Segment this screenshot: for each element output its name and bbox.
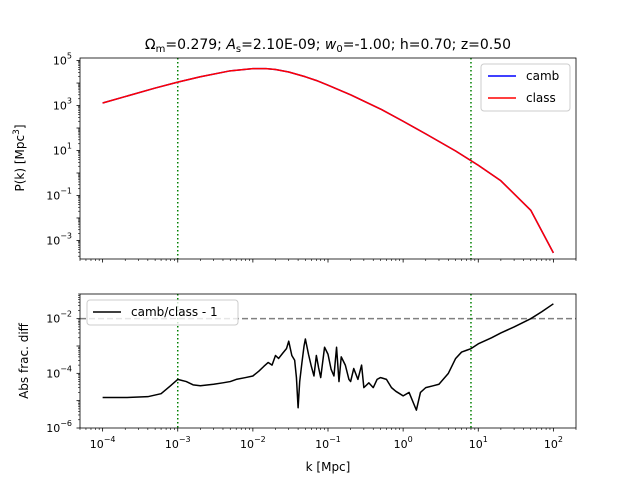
top-plot-area bbox=[102, 58, 555, 259]
top-ytick-label: 10−3 bbox=[46, 231, 72, 247]
top-ytick-label: 103 bbox=[53, 97, 72, 113]
top-legend: camb class bbox=[480, 63, 571, 112]
bottom-xtick-label: 102 bbox=[544, 435, 563, 451]
bottom-legend: camb/class - 1 bbox=[86, 299, 239, 326]
bottom-y-ticks: 10−6 10−4 10−2 bbox=[46, 293, 80, 435]
top-panel: 10−3 10−1 101 103 105 P(k) [Mpc3] camb class bbox=[12, 52, 577, 263]
bottom-xtick-label: 10−3 bbox=[165, 435, 191, 451]
bottom-xtick-label: 100 bbox=[394, 435, 413, 451]
chart-title: Ωm=0.279; As=2.10E-09; w0=-1.00; h=0.70;… bbox=[145, 37, 511, 55]
bottom-ytick-label: 10−6 bbox=[46, 419, 72, 435]
top-y-ticks: 10−3 10−1 101 103 105 bbox=[46, 52, 80, 257]
bottom-ytick-label: 10−4 bbox=[46, 364, 72, 380]
top-series-class bbox=[102, 67, 555, 254]
legend-camb-label: camb bbox=[526, 69, 559, 83]
bottom-xtick-label: 10−1 bbox=[315, 435, 341, 451]
top-x-ticks bbox=[79, 259, 577, 263]
top-y-axis-label: P(k) [Mpc3] bbox=[12, 124, 27, 191]
top-ytick-label: 10−1 bbox=[46, 186, 72, 202]
bottom-series-camb-class-1 bbox=[102, 303, 554, 411]
legend-diff-label: camb/class - 1 bbox=[131, 305, 218, 319]
bottom-ytick-label: 10−2 bbox=[46, 310, 72, 326]
x-axis-label: k [Mpc] bbox=[306, 460, 351, 474]
bottom-x-ticks: 10−4 10−3 10−2 10−1 100 101 102 bbox=[79, 428, 577, 451]
bottom-xtick-label: 10−4 bbox=[90, 435, 116, 451]
bottom-y-axis-label: Abs frac. diff bbox=[17, 322, 31, 399]
bottom-legend-box bbox=[86, 299, 239, 326]
top-ytick-label: 101 bbox=[53, 142, 72, 158]
bottom-xtick-label: 101 bbox=[469, 435, 488, 451]
top-ytick-label: 105 bbox=[53, 52, 72, 68]
legend-class-label: class bbox=[526, 91, 556, 105]
bottom-xtick-label: 10−2 bbox=[240, 435, 266, 451]
bottom-panel: 10−6 10−4 10−2 10−4 10−3 10−2 10−1 100 101 102 k… bbox=[17, 293, 577, 474]
